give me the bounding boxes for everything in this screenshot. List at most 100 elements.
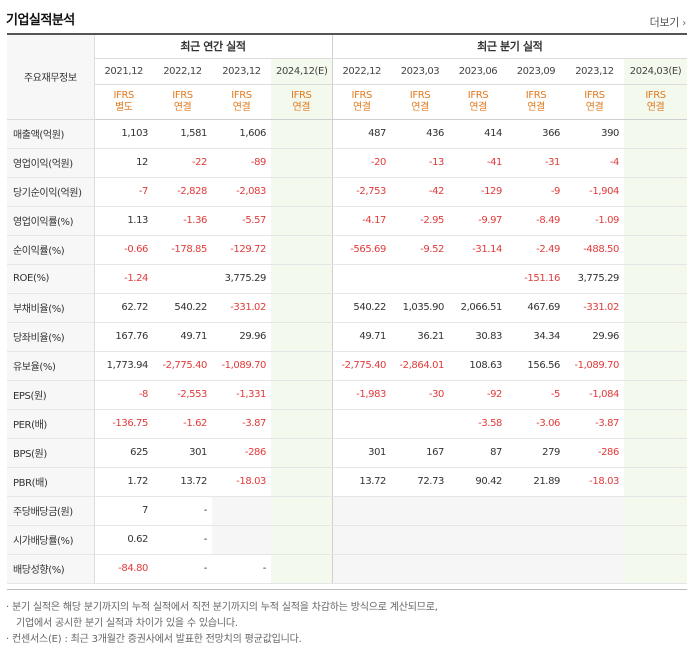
period-header: 2024,12(E): [271, 58, 332, 85]
table-cell: -2,775.40: [331, 351, 391, 381]
standard-scope: 연결: [173, 101, 192, 113]
table-cell: -42: [391, 177, 449, 207]
accounting-standard: IFRS 연결: [565, 84, 624, 120]
accounting-standard: IFRS 연결: [391, 84, 449, 120]
quarter-group-header: 최근 분기 실적: [331, 34, 688, 59]
table-cell: 414: [449, 119, 507, 149]
annual-group-header: 최근 연간 실적: [94, 34, 332, 59]
table-row: 당기순이익(억원) -7 -2,828 -2,083 -2,753 -42 -129 -9 -1…: [7, 177, 688, 207]
more-link-label: 더보기: [649, 16, 680, 29]
table-cell: 29.96: [212, 322, 271, 352]
table-cell: [449, 554, 507, 584]
table-cell: 90.42: [449, 467, 507, 497]
table-cell: [271, 525, 332, 555]
table-cell: [624, 205, 688, 236]
table-cell: 540.22: [153, 292, 212, 323]
table-cell: [624, 379, 688, 410]
table-cell: 1,103: [94, 119, 153, 149]
table-row: EPS(원) -8 -2,553 -1,331 -1,983 -30 -92 -5 -1,084: [7, 379, 688, 410]
table-cell: -286: [565, 438, 624, 468]
table-cell: [153, 264, 212, 294]
footnote-consensus: · 컨센서스(E) : 최근 3개월간 증권사에서 발표한 전망치의 평균값입니…: [6, 634, 302, 645]
row-label: BPS(원): [7, 438, 95, 468]
table-row: 순이익률(%) -0.66 -178.85 -129.72 -565.69 -9.52 -3…: [7, 235, 688, 265]
table-cell: -22: [153, 148, 212, 178]
table-cell: 13.72: [331, 467, 391, 497]
period-header: 2022,12: [331, 58, 391, 85]
table-cell: 167.76: [94, 322, 153, 352]
table-cell: -9.97: [449, 205, 507, 236]
table-cell: -1.09: [565, 205, 624, 236]
table-cell: 1,035.90: [391, 292, 449, 323]
table-cell: [624, 351, 688, 381]
row-label: 주당배당금(원): [7, 495, 95, 526]
table-cell: -0.66: [94, 235, 153, 265]
table-cell: 1.72: [94, 467, 153, 497]
table-cell: 1.13: [94, 205, 153, 236]
table-row: 영업이익률(%) 1.13 -1.36 -5.57 -4.17 -2.95 -9.97 -8.…: [7, 205, 688, 236]
more-link[interactable]: 더보기 ›: [649, 14, 687, 30]
chevron-right-icon: ›: [682, 18, 686, 29]
table-cell: -3.87: [565, 409, 624, 439]
table-cell: -1.24: [94, 264, 153, 294]
table-cell: -: [153, 525, 212, 555]
table-cell: -: [153, 554, 212, 584]
table-cell: -4.17: [331, 205, 391, 236]
table-cell: 167: [391, 438, 449, 468]
table-cell: [391, 525, 449, 555]
table-cell: [271, 292, 332, 323]
table-cell: 3,775.29: [565, 264, 624, 294]
table-cell: -2,753: [331, 177, 391, 207]
period-header: 2024,03(E): [624, 58, 688, 85]
table-cell: 34.34: [507, 322, 565, 352]
table-cell: [271, 205, 332, 236]
standard-scope: 연결: [352, 101, 371, 113]
section-header: 기업실적분석 더보기 ›: [0, 0, 694, 34]
table-cell: -151.16: [507, 264, 565, 294]
table-cell: 36.21: [391, 322, 449, 352]
table-row: 배당성향(%) -84.80- -: [7, 554, 688, 584]
table-cell: -31: [507, 148, 565, 178]
table-cell: [507, 554, 565, 584]
table-row: 유보율(%) 1,773.94 -2,775.40 -1,089.70 -2,775.4…: [7, 351, 688, 381]
table-cell: 301: [331, 438, 391, 468]
table-cell: [331, 264, 391, 294]
table-cell: [565, 495, 624, 526]
table-cell: -2,083: [212, 177, 271, 207]
table-cell: 156.56: [507, 351, 565, 381]
table-row: 당좌비율(%) 167.76 49.71 29.96 49.71 36.21 30.83 34…: [7, 322, 688, 352]
table-cell: 366: [507, 119, 565, 149]
table-cell: -5.57: [212, 205, 271, 236]
table-cell: -3.58: [449, 409, 507, 439]
table-cell: [624, 235, 688, 265]
table-cell: -41: [449, 148, 507, 178]
financial-table: 주요재무정보 최근 연간 실적 최근 분기 실적 2021,12 2022,12 2…: [7, 33, 688, 584]
table-cell: 1,606: [212, 119, 271, 149]
table-cell: 390: [565, 119, 624, 149]
table-cell: [271, 409, 332, 439]
table-cell: -1,084: [565, 379, 624, 410]
table-cell: -31.14: [449, 235, 507, 265]
row-label: 배당성향(%): [7, 554, 95, 584]
row-label: 당기순이익(억원): [7, 177, 95, 207]
table-cell: -1,983: [331, 379, 391, 410]
standard-scope: 연결: [469, 101, 487, 113]
accounting-standard: IFRS 연결: [153, 84, 212, 120]
table-cell: [271, 438, 332, 468]
table-cell: [624, 264, 688, 294]
table-cell: 436: [391, 119, 449, 149]
table-cell: -2,553: [153, 379, 212, 410]
section-title: 기업실적분석: [6, 13, 75, 28]
period-header: 2022,12: [153, 58, 212, 85]
table-cell: 49.71: [331, 322, 391, 352]
table-cell: [624, 148, 688, 178]
period-header: 2023,09: [507, 58, 565, 85]
standard-type: IFRS: [409, 89, 431, 101]
table-cell: 108.63: [449, 351, 507, 381]
table-cell: -1,089.70: [565, 351, 624, 381]
table-cell: [331, 495, 391, 526]
table-cell: [449, 264, 507, 294]
standard-type: IFRS: [584, 89, 605, 101]
standard-type: IFRS: [291, 89, 312, 101]
table-cell: 87: [449, 438, 507, 468]
